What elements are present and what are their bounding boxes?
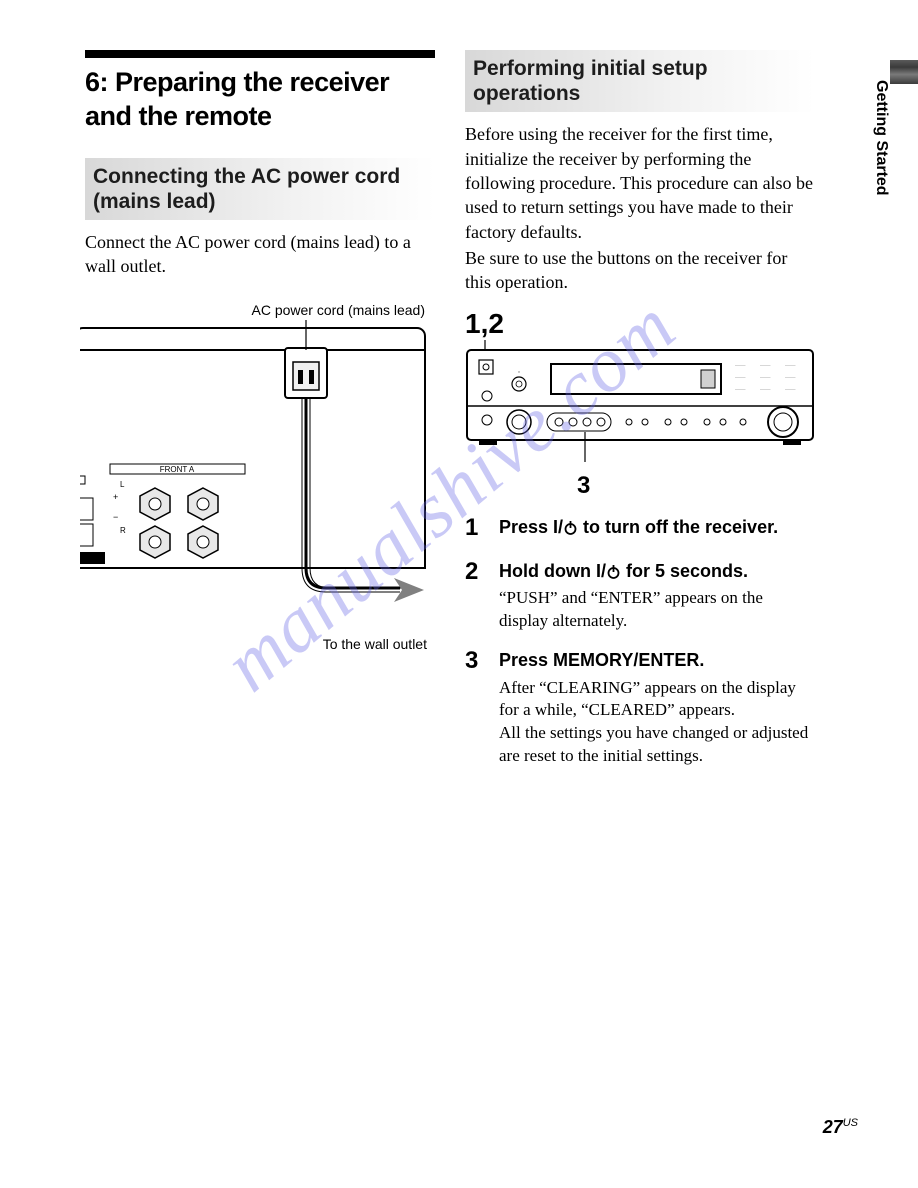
power-icon [563, 520, 578, 535]
svg-text:FRONT A: FRONT A [160, 465, 195, 474]
power-icon [606, 564, 621, 579]
section-heading-left: Connecting the AC power cord (mains lead… [85, 158, 435, 220]
page-number: 27US [823, 1117, 858, 1138]
svg-text:———: ——— [760, 375, 771, 379]
step-title-post: for 5 seconds. [621, 561, 748, 581]
page-number-suffix: US [843, 1117, 858, 1129]
step-title-pre: Hold down I/ [499, 561, 606, 581]
step-text: After “CLEARING” appears on the display … [499, 677, 815, 769]
step-title: Hold down I/ for 5 seconds. [499, 560, 815, 583]
step-row: 3 Press MEMORY/ENTER. After “CLEARING” a… [465, 649, 815, 768]
step-body: Hold down I/ for 5 seconds. “PUSH” and “… [499, 560, 815, 633]
svg-text:———: ——— [760, 363, 771, 367]
step-text: “PUSH” and “ENTER” appears on the displa… [499, 587, 815, 633]
svg-text:———: ——— [785, 363, 796, 367]
chapter-heading: 6: Preparing the receiver and the remote [85, 66, 435, 134]
callout-numbers-12: 1,2 [465, 308, 815, 340]
callout-number-3: 3 [577, 472, 815, 500]
svg-text:———: ——— [785, 387, 796, 391]
step-title-pre: Press MEMORY/ENTER. [499, 650, 704, 670]
svg-text:———: ——— [785, 375, 796, 379]
svg-text:+: + [113, 492, 118, 502]
step-title: Press MEMORY/ENTER. [499, 649, 815, 672]
page-content: 6: Preparing the receiver and the remote… [0, 0, 918, 784]
right-column: Performing initial setup operations Befo… [465, 50, 815, 784]
steps-list: 1 Press I/ to turn off the receiver. 2 H… [465, 516, 815, 768]
front-panel-diagram: ○ ————————— ————————— ————————— [465, 340, 815, 470]
step-title-pre: Press I/ [499, 517, 563, 537]
step-body: Press MEMORY/ENTER. After “CLEARING” app… [499, 649, 815, 768]
svg-text:———: ——— [735, 387, 746, 391]
diagram-callout-top: AC power cord (mains lead) [85, 302, 435, 318]
svg-text:———: ——— [735, 363, 746, 367]
step-number: 1 [465, 516, 485, 543]
heading-rule [85, 50, 435, 58]
left-column: 6: Preparing the receiver and the remote… [85, 50, 435, 784]
right-body-1: Before using the receiver for the first … [465, 122, 815, 243]
step-row: 1 Press I/ to turn off the receiver. [465, 516, 815, 543]
step-number: 3 [465, 649, 485, 768]
section-heading-right: Performing initial setup operations [465, 50, 815, 112]
svg-text:———: ——— [735, 375, 746, 379]
left-body: Connect the AC power cord (mains lead) t… [85, 230, 435, 279]
step-title: Press I/ to turn off the receiver. [499, 516, 815, 539]
right-body-2: Be sure to use the buttons on the receiv… [465, 246, 815, 295]
svg-text:−: − [113, 512, 118, 522]
step-row: 2 Hold down I/ for 5 seconds. “PUSH” and… [465, 560, 815, 633]
svg-text:R: R [120, 526, 126, 535]
rear-panel-diagram: FRONT A L R + − [80, 320, 429, 630]
page-number-value: 27 [823, 1117, 843, 1137]
diagram-callout-bottom: To the wall outlet [85, 636, 435, 652]
step-title-post: to turn off the receiver. [578, 517, 778, 537]
step-body: Press I/ to turn off the receiver. [499, 516, 815, 543]
step-number: 2 [465, 560, 485, 633]
svg-text:L: L [120, 480, 125, 489]
svg-text:———: ——— [760, 387, 771, 391]
